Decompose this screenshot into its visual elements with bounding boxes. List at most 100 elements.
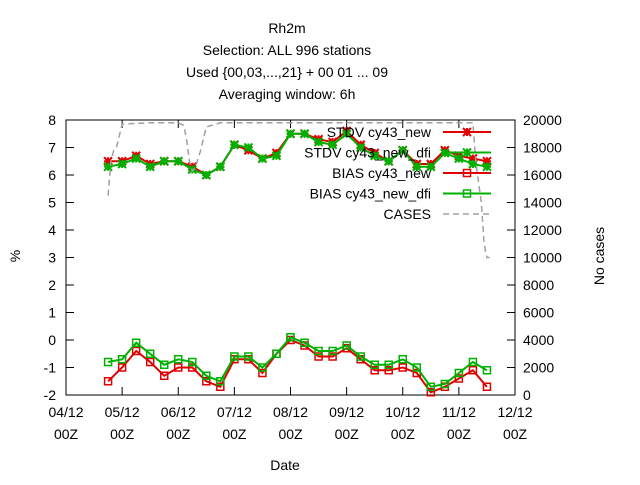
x-tick-label-time: 00Z: [335, 426, 360, 442]
y2-axis-ticks: 0 2000 4000 6000 8000 10000 12000 14000 16000 180…: [507, 112, 562, 403]
y-axis-ticks: -2 -1 0 1 2 3 4 5 6 7 8: [44, 112, 74, 403]
data-point-plus-marker: [286, 129, 295, 138]
x-tick-label-date: 11/12: [442, 404, 476, 420]
y-tick-label: 3: [48, 250, 56, 266]
data-point-square-marker: [258, 368, 267, 378]
y2-tick-label: 6000: [523, 305, 554, 321]
data-point-square-marker: [426, 388, 436, 397]
y-tick-label: 8: [48, 112, 56, 128]
chart-title-line: Used {00,03,...,21} + 00 01 ... 09: [186, 64, 388, 80]
data-point-square-marker: [258, 363, 267, 372]
data-point-plus-marker: [104, 162, 113, 171]
data-point-square-marker: [159, 360, 169, 369]
x-tick-label-date: 05/12: [105, 404, 140, 420]
series-1: [103, 129, 492, 180]
data-point-square-marker: [230, 352, 239, 361]
x-tick-label-time: 00Z: [447, 426, 472, 442]
data-point-square-marker: [314, 352, 323, 361]
y-tick-label: 5: [48, 195, 56, 211]
data-point-plus-marker: [328, 140, 337, 149]
data-point-square-marker: [145, 349, 155, 358]
data-point-square-marker: [272, 349, 281, 358]
data-point-square-marker: [286, 333, 295, 342]
data-point-square-marker: [188, 357, 197, 367]
data-point-plus-marker: [202, 171, 211, 179]
y2-tick-label: 14000: [523, 195, 562, 211]
data-point-square-marker: [131, 346, 141, 356]
data-point-square-marker: [370, 366, 379, 375]
data-point-plus-marker: [244, 143, 253, 152]
y2-tick-label: 2000: [523, 360, 554, 376]
x-tick-label-time: 00Z: [222, 426, 247, 442]
legend-label: CASES: [384, 206, 431, 222]
y-tick-label: -1: [44, 360, 57, 376]
data-point-plus-marker: [230, 140, 239, 149]
data-point-plus-marker: [370, 151, 379, 160]
y2-tick-label: 16000: [523, 167, 562, 183]
x-tick-label-date: 08/12: [273, 404, 308, 420]
chart-title-line: Rh2m: [268, 20, 305, 36]
data-point-plus-marker: [160, 157, 169, 166]
data-point-square-marker: [202, 377, 211, 386]
y-tick-label: 1: [48, 305, 56, 321]
y-tick-label: 2: [48, 277, 56, 293]
data-point-square-marker: [202, 371, 211, 380]
data-point-square-marker: [426, 382, 436, 391]
x-tick-label-date: 10/12: [385, 404, 420, 420]
y-tick-label: 7: [48, 140, 56, 156]
data-point-square-marker: [300, 338, 309, 347]
data-point-square-marker: [454, 374, 464, 383]
data-point-square-marker: [462, 189, 472, 198]
chart-title-block: Rh2m Selection: ALL 996 stations Used {00,…: [186, 20, 388, 102]
y-axis-label: %: [7, 250, 23, 262]
data-point-square-marker: [454, 368, 464, 378]
data-point-square-marker: [103, 377, 113, 386]
data-point-square-marker: [174, 363, 183, 372]
series-4: [107, 122, 490, 259]
data-point-square-marker: [384, 360, 393, 369]
data-point-square-marker: [468, 357, 478, 367]
data-point-square-marker: [159, 371, 169, 380]
data-point-plus-marker: [463, 148, 471, 157]
legend: STDV cy43_new STDV cy43_new_dfi BIAS cy43_…: [304, 124, 491, 222]
y2-axis-label: No cases: [591, 227, 607, 285]
data-point-square-marker: [370, 360, 379, 369]
series-line: [107, 336, 488, 388]
data-point-square-marker: [384, 366, 393, 375]
data-point-plus-marker: [412, 162, 421, 171]
data-point-plus-marker: [356, 143, 365, 152]
series-line: [107, 338, 488, 394]
data-point-square-marker: [103, 357, 113, 367]
data-point-plus-marker: [216, 162, 225, 171]
data-point-plus-marker: [468, 160, 477, 168]
x-tick-label-time: 00Z: [54, 426, 79, 442]
data-point-plus-marker: [342, 129, 351, 138]
data-point-square-marker: [412, 363, 422, 372]
data-point-plus-marker: [426, 162, 435, 171]
x-tick-label-time: 00Z: [391, 426, 416, 442]
data-point-square-marker: [398, 355, 407, 364]
data-point-square-marker: [117, 355, 127, 364]
data-point-square-marker: [482, 366, 492, 375]
x-tick-label-time: 00Z: [278, 426, 303, 442]
data-point-square-marker: [145, 357, 155, 367]
data-point-square-marker: [131, 338, 141, 347]
legend-label: BIAS cy43_new_dfi: [310, 186, 431, 202]
data-point-plus-marker: [146, 162, 155, 171]
x-tick-label-date: 04/12: [48, 404, 83, 420]
data-point-plus-marker: [272, 151, 281, 160]
data-point-square-marker: [314, 346, 323, 356]
data-point-plus-marker: [463, 128, 471, 136]
data-point-square-marker: [244, 352, 253, 361]
y2-tick-label: 4000: [523, 332, 554, 348]
y2-tick-label: 12000: [523, 222, 562, 238]
x-tick-label-time: 00Z: [110, 426, 135, 442]
y-tick-label: 6: [48, 167, 56, 183]
data-point-plus-marker: [258, 154, 267, 163]
data-point-plus-marker: [454, 154, 463, 163]
chart-title-line: Averaging window: 6h: [219, 86, 356, 102]
series-line: [107, 122, 490, 259]
data-point-plus-marker: [118, 160, 127, 168]
x-tick-label-time: 00Z: [503, 426, 528, 442]
